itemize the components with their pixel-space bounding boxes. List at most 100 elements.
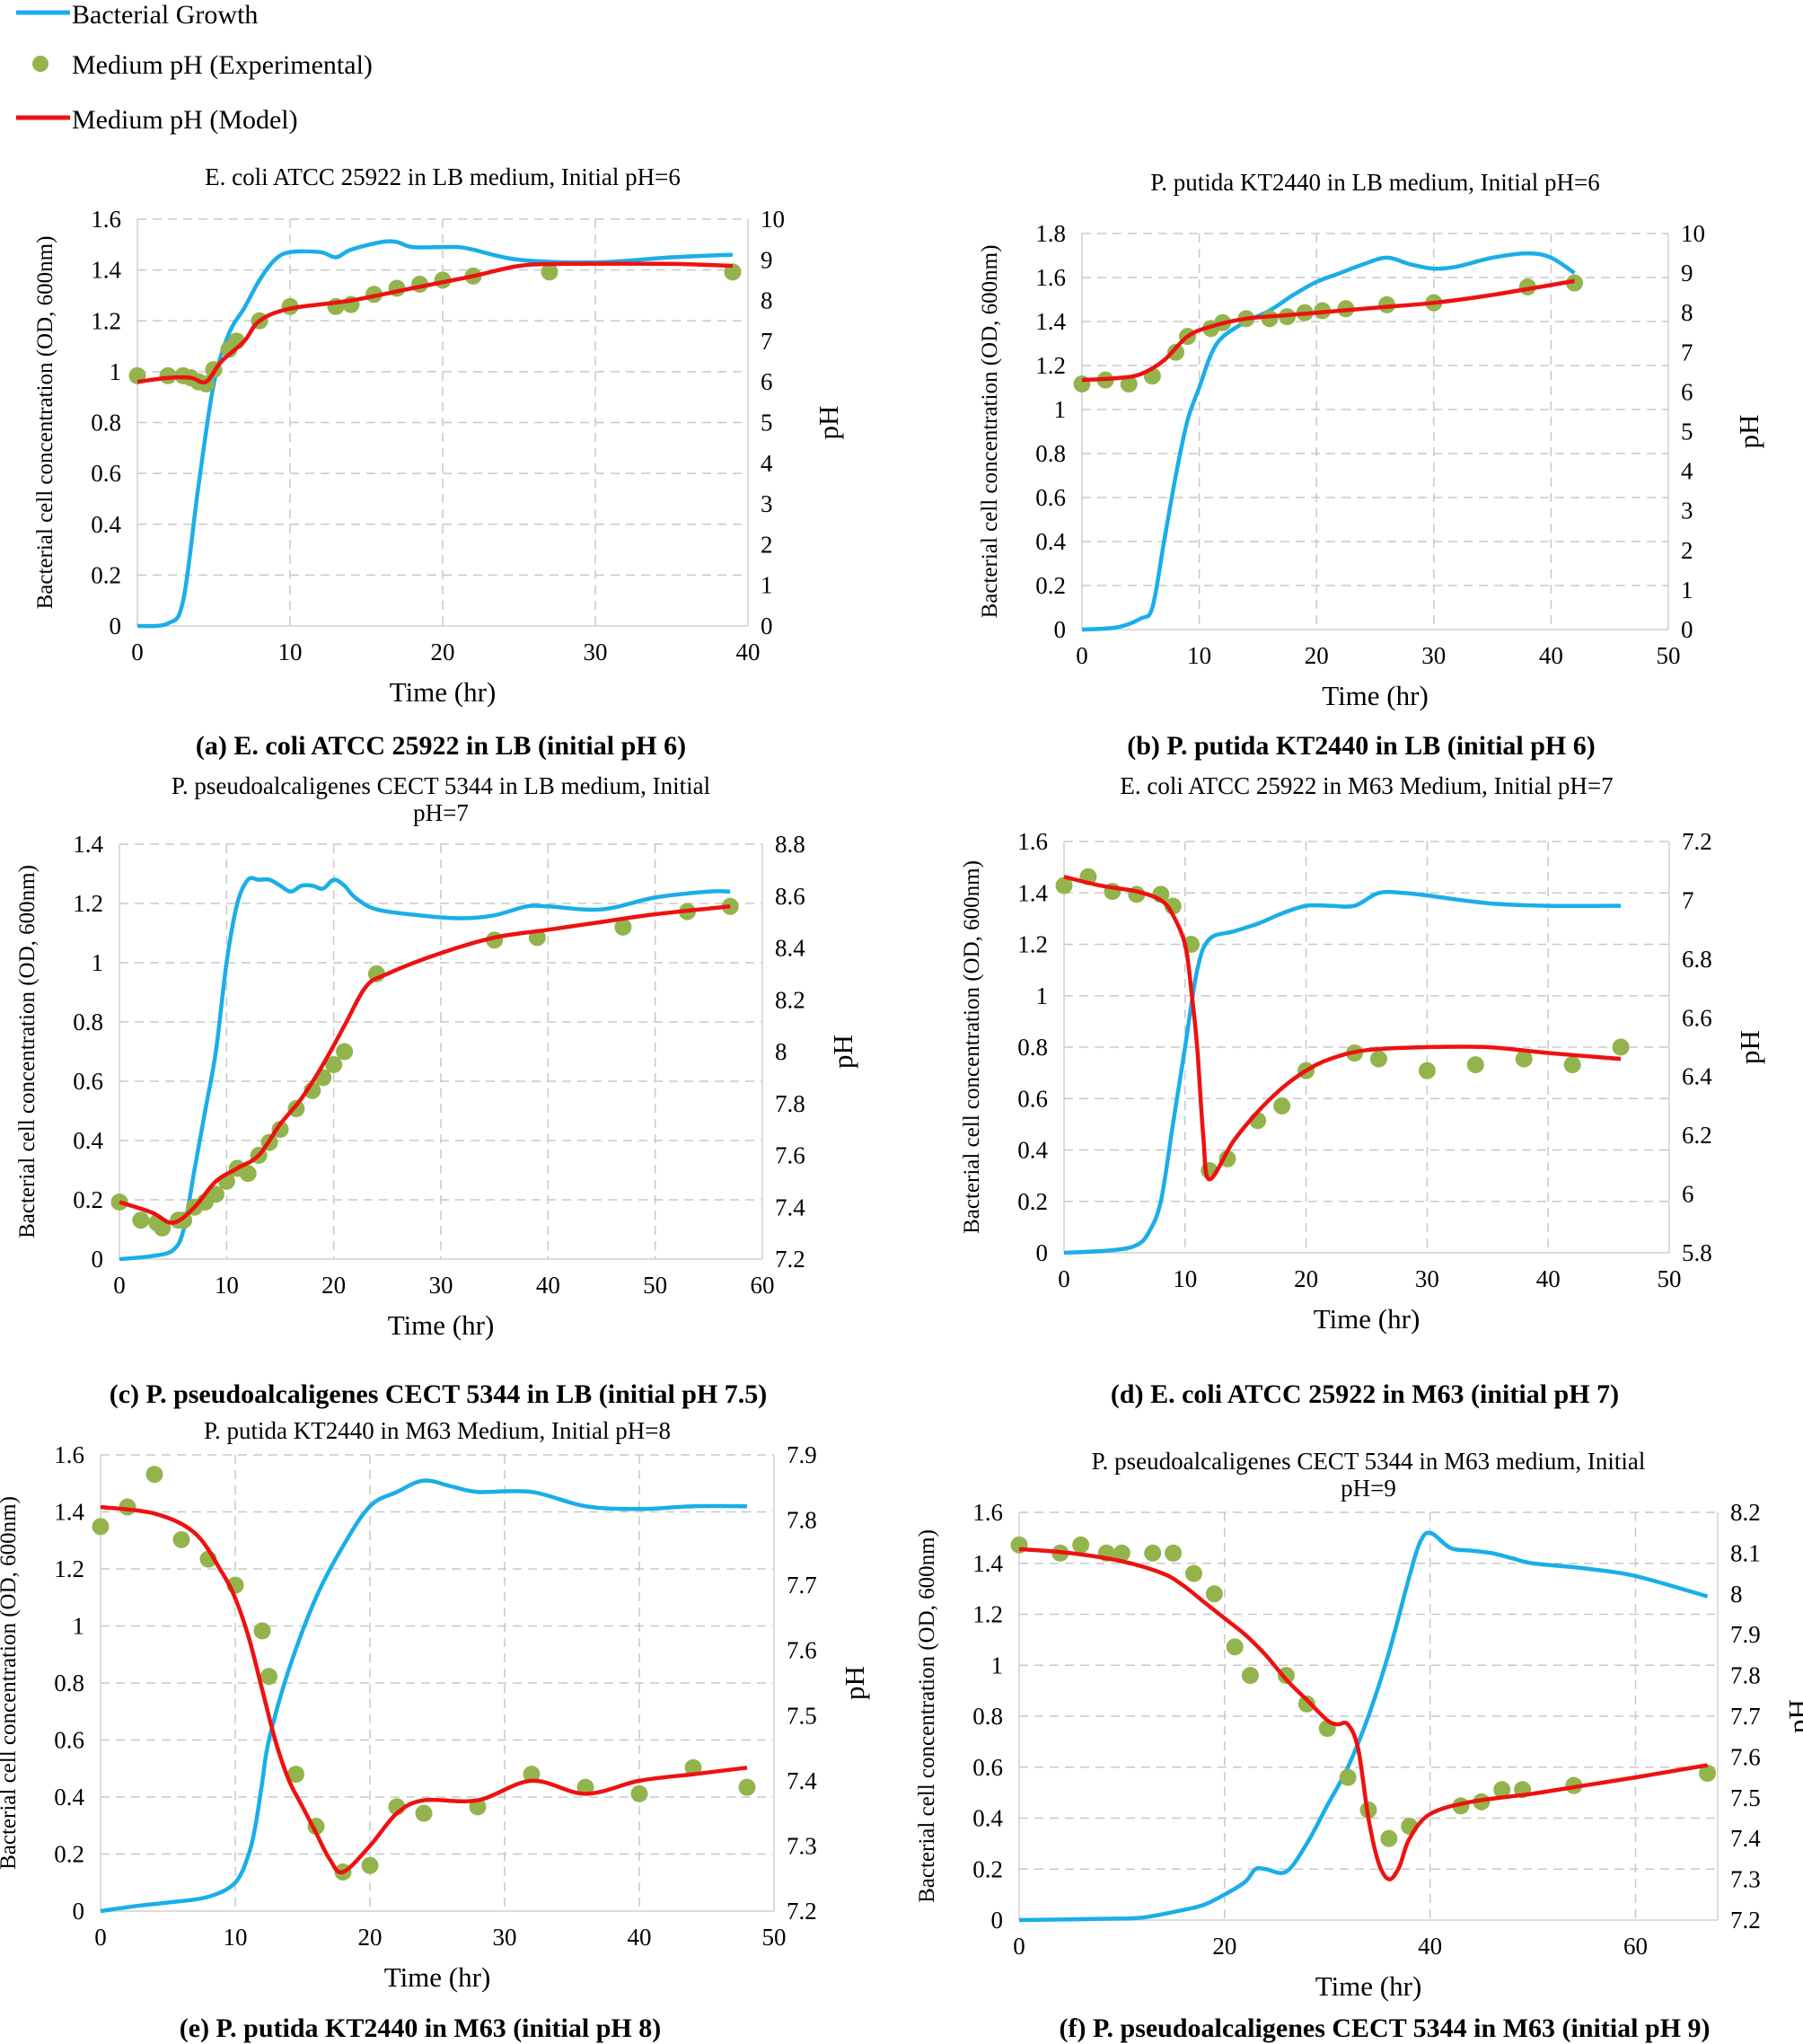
legend: Bacterial Growth Medium pH (Experimental… (16, 0, 373, 135)
y2-tick-label: 7.3 (787, 1832, 817, 1859)
y-tick-label: 1 (1054, 396, 1067, 423)
x-tick-label: 40 (536, 1272, 560, 1299)
chart-title-line-1: P. pseudoalcaligenes CECT 5344 in M63 me… (1092, 1448, 1646, 1475)
y2-tick-label: 5.8 (1682, 1239, 1712, 1266)
ph-model-series-line (1063, 875, 1622, 1182)
y-tick-label: 0.4 (972, 1805, 1003, 1832)
growth-series-line (119, 876, 731, 1262)
y2-tick-label: 7.9 (787, 1441, 817, 1468)
y-tick-label: 1.6 (1017, 828, 1048, 855)
ph-experimental-point (1418, 1062, 1436, 1079)
y2-tick-label: 7.9 (1730, 1621, 1761, 1648)
y-tick-label: 1.4 (91, 257, 121, 284)
y2-tick-label: 8.1 (1730, 1539, 1761, 1566)
ph-experimental-point (239, 1165, 257, 1183)
y2-tick-label: 8.8 (775, 831, 805, 858)
y-tick-label: 1 (73, 1613, 85, 1640)
growth-series-line (1063, 889, 1622, 1255)
y2-tick-label: 3 (1681, 498, 1693, 524)
y2-tick-label: 7.4 (775, 1194, 805, 1220)
ph-experimental-point (1165, 1544, 1183, 1562)
panel-caption: (e) P. putida KT2440 in M63 (initial pH … (180, 2013, 661, 2043)
chart-title-line-2: pH=9 (1341, 1475, 1396, 1502)
x-axis-label: Time (hr) (388, 1309, 495, 1341)
x-tick-label: 60 (751, 1272, 775, 1299)
legend-model-label: Medium pH (Model) (72, 105, 298, 135)
y2-tick-label: 8.6 (775, 883, 805, 910)
y2-tick-label: 7.6 (775, 1142, 805, 1169)
y-tick-label: 0 (1036, 1239, 1049, 1266)
chart-panel-d: E. coli ATCC 25922 in M63 Medium, Initia… (960, 772, 1765, 1409)
y-tick-label: 0.2 (73, 1186, 103, 1213)
y2-tick-label: 10 (1681, 220, 1705, 247)
y2-tick-label: 7.8 (787, 1507, 817, 1534)
y2-tick-label: 7.4 (787, 1767, 817, 1794)
x-tick-label: 40 (1418, 1933, 1442, 1960)
y2-tick-label: 7.4 (1730, 1825, 1761, 1852)
y-tick-label: 0 (991, 1907, 1004, 1934)
y2-tick-label: 7.2 (775, 1246, 805, 1273)
y-tick-label: 0.6 (54, 1727, 84, 1754)
y-tick-label: 0.2 (1017, 1188, 1048, 1215)
ph-model-series-line (100, 1504, 748, 1875)
y2-tick-label: 7.3 (1730, 1866, 1761, 1893)
x-tick-label: 20 (321, 1272, 346, 1299)
ph-experimental-point (1166, 343, 1184, 361)
y2-tick-label: 4 (1681, 458, 1693, 485)
ph-experimental-point (1226, 1638, 1244, 1656)
y-tick-label: 0.2 (972, 1855, 1003, 1882)
ph-experimental-point (1339, 1768, 1357, 1786)
y2-tick-label: 7.7 (1730, 1703, 1761, 1730)
y-tick-label: 1.2 (1017, 931, 1048, 958)
y-tick-label: 0.8 (972, 1703, 1003, 1730)
chart-panel-b: P. putida KT2440 in LB medium, Initial p… (978, 169, 1764, 761)
growth-series-line (100, 1478, 748, 1914)
y-tick-label: 0.6 (73, 1068, 103, 1095)
y2-tick-label: 7.2 (787, 1898, 817, 1925)
chart-panel-f: P. pseudoalcaligenes CECT 5344 in M63 me… (915, 1448, 1803, 2043)
ph-experimental-point (1055, 877, 1073, 894)
y2-tick-label: 1 (761, 572, 773, 599)
y-tick-label: 1 (110, 358, 122, 385)
y2-axis-label: pH (839, 1666, 870, 1700)
y-tick-label: 0.8 (1017, 1034, 1048, 1061)
y-tick-label: 0.6 (1035, 484, 1066, 511)
x-tick-label: 30 (429, 1272, 453, 1299)
y-tick-label: 0.4 (73, 1127, 103, 1154)
y2-tick-label: 6 (761, 368, 773, 395)
ph-model-series-line (1081, 278, 1575, 383)
x-tick-label: 0 (1076, 642, 1088, 669)
y2-tick-label: 6.2 (1682, 1122, 1712, 1149)
y-tick-label: 0.8 (73, 1009, 103, 1035)
y-tick-label: 0.6 (1017, 1085, 1048, 1112)
y-tick-label: 0.8 (1035, 440, 1066, 467)
x-tick-label: 60 (1623, 1933, 1648, 1960)
y2-tick-label: 5 (761, 410, 773, 436)
y2-tick-label: 8.2 (775, 986, 805, 1013)
y-tick-label: 0 (1054, 616, 1067, 643)
y2-tick-label: 0 (761, 612, 773, 639)
growth-series-line (136, 239, 734, 629)
x-tick-label: 30 (584, 639, 608, 665)
ph-experimental-point (207, 1185, 224, 1203)
y2-tick-label: 7 (1682, 886, 1694, 913)
x-axis-label: Time (hr) (384, 1961, 491, 1993)
y-axis-label: Bacterial cell concentration (OD, 600nm) (0, 1496, 21, 1870)
ph-experimental-point (287, 1766, 304, 1784)
x-tick-label: 10 (215, 1272, 239, 1299)
ph-experimental-point (260, 1668, 277, 1686)
growth-series-line (1018, 1530, 1709, 1923)
y-tick-label: 0.2 (91, 561, 121, 588)
legend-experimental-label: Medium pH (Experimental) (72, 50, 373, 80)
y2-tick-label: 6.8 (1682, 946, 1712, 973)
ph-experimental-point (523, 1766, 541, 1784)
panel-caption: (c) P. pseudoalcaligenes CECT 5344 in LB… (110, 1379, 768, 1409)
y-tick-label: 0.8 (91, 410, 121, 436)
panel-caption: (b) P. putida KT2440 in LB (initial pH 6… (1127, 731, 1596, 761)
y2-tick-label: 7 (1681, 339, 1693, 366)
ph-experimental-point (361, 1856, 379, 1874)
y-axis-label: Bacterial cell concentration (OD, 600nm) (960, 860, 984, 1234)
ph-experimental-point (1120, 375, 1138, 393)
ph-experimental-point (154, 1219, 172, 1237)
y2-tick-label: 7.7 (787, 1572, 817, 1599)
